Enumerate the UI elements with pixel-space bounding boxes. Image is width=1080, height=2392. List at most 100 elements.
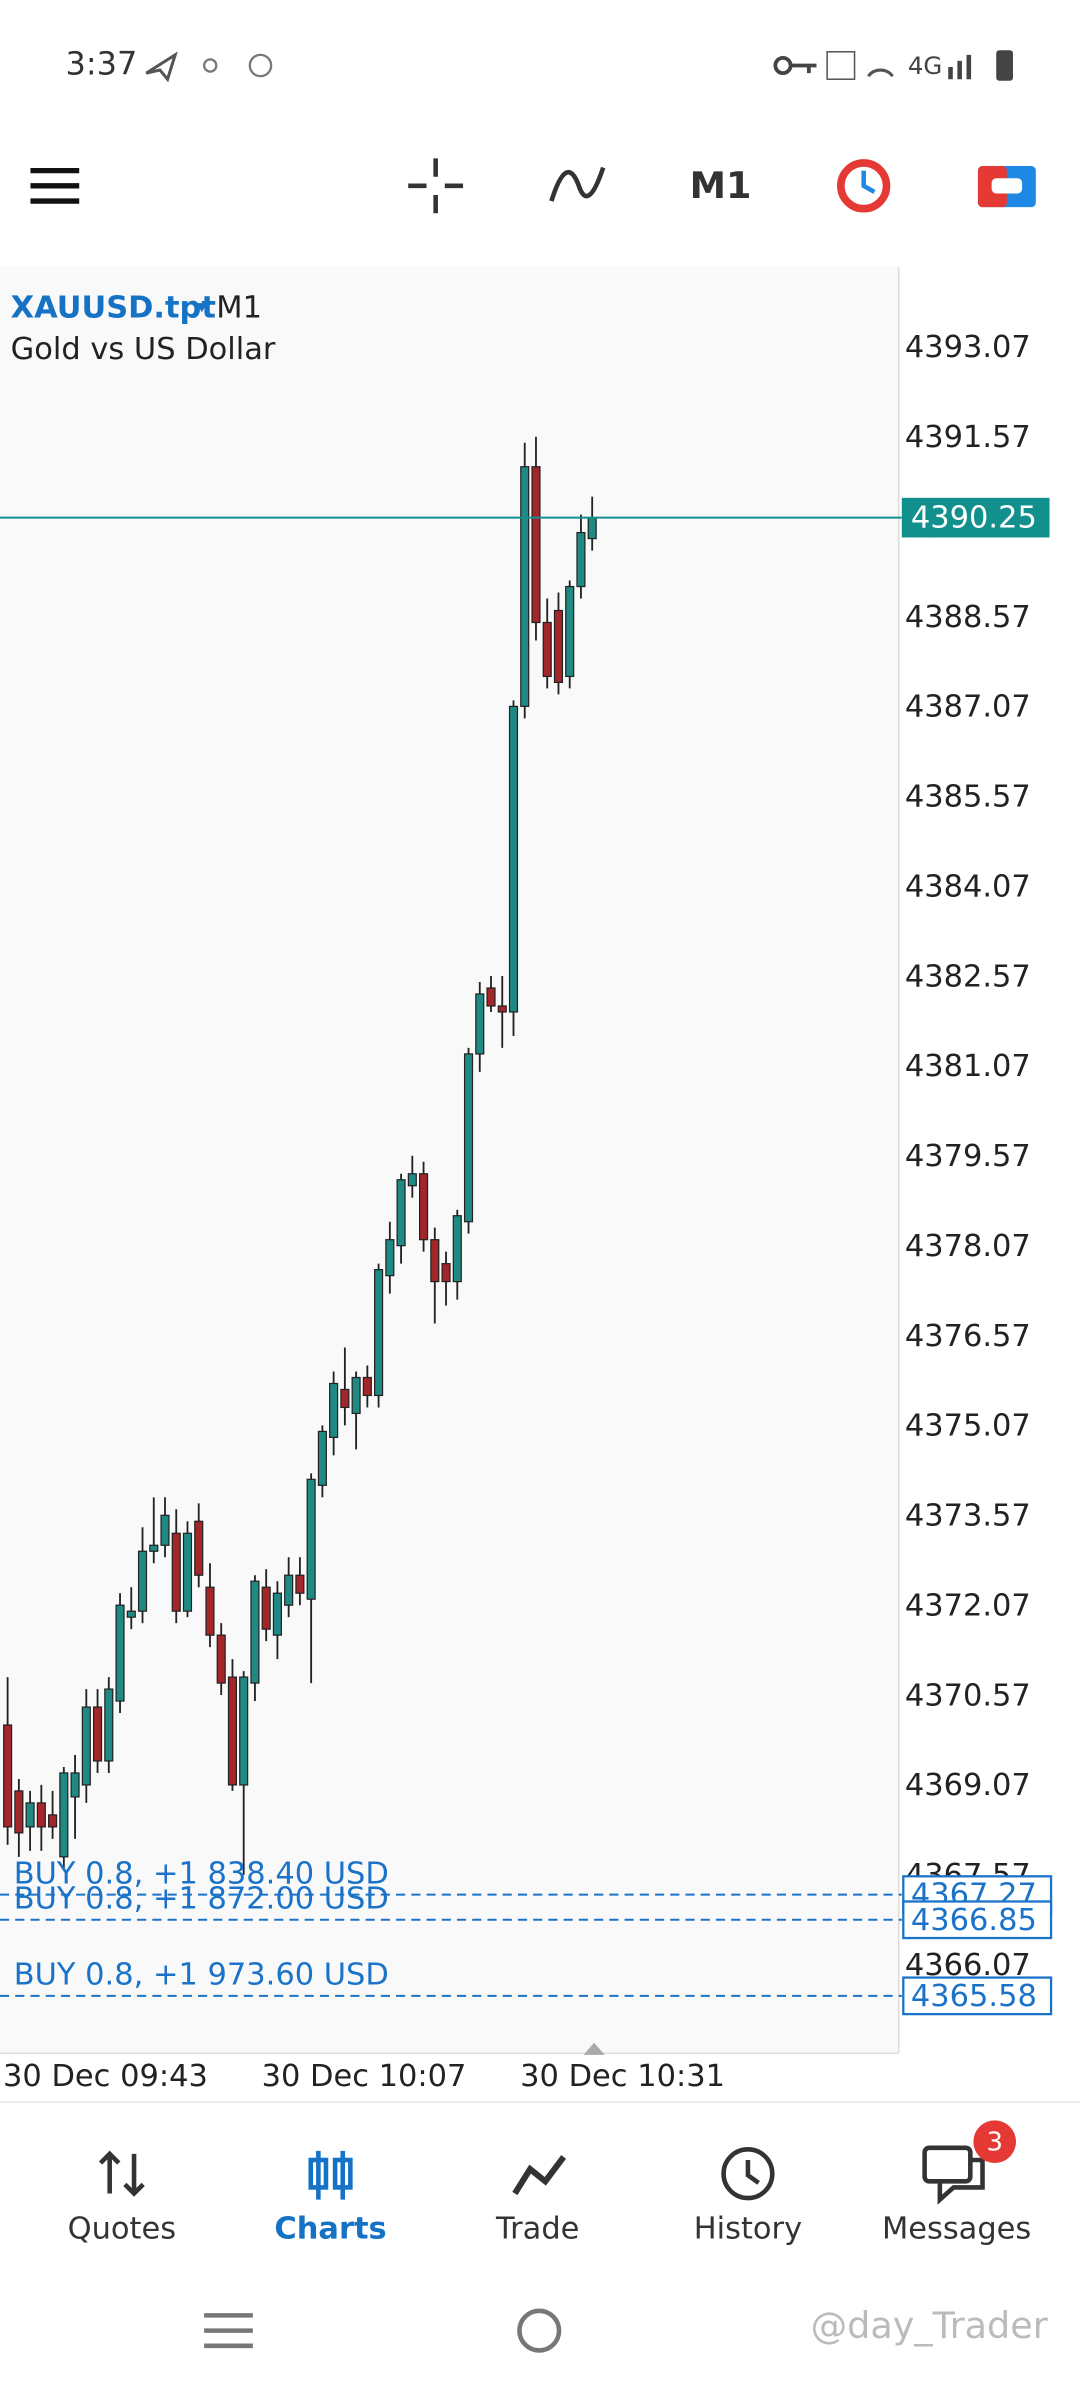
y-tick-label: 4372.07 bbox=[905, 1588, 1031, 1623]
candle-body bbox=[227, 1676, 238, 1786]
crosshair-button[interactable] bbox=[408, 158, 464, 214]
quotes-icon bbox=[98, 2150, 145, 2197]
candle-body bbox=[160, 1514, 170, 1546]
status-time: 3:37 bbox=[66, 45, 138, 83]
x-tick-label: 30 Dec 10:31 bbox=[520, 2059, 725, 2094]
candle-body bbox=[284, 1574, 294, 1606]
nav-label[interactable]: Charts bbox=[274, 2212, 386, 2247]
recents-button[interactable] bbox=[204, 2313, 253, 2349]
candle-body bbox=[565, 585, 575, 678]
candle-body bbox=[463, 1053, 474, 1223]
candle-body bbox=[407, 1173, 417, 1187]
watermark: @day_Trader bbox=[811, 2304, 1049, 2347]
candle-body bbox=[36, 1802, 46, 1828]
atom-icon bbox=[248, 53, 273, 78]
menu-button[interactable] bbox=[30, 167, 80, 204]
candle-body bbox=[92, 1706, 103, 1762]
order-label: BUY 0.8, +1 838.40 USD bbox=[14, 1856, 389, 1891]
indicators-button[interactable] bbox=[549, 166, 606, 202]
price-tag bbox=[901, 497, 1050, 538]
y-tick-label: 4385.57 bbox=[905, 780, 1031, 815]
badge bbox=[973, 2120, 1017, 2164]
candle-body bbox=[340, 1388, 350, 1409]
y-tick-label: 4381.07 bbox=[905, 1049, 1031, 1084]
candle-body bbox=[48, 1814, 58, 1828]
candle-body bbox=[104, 1688, 114, 1762]
candle-body bbox=[239, 1676, 249, 1786]
plot-area bbox=[0, 266, 899, 2054]
candle-body bbox=[553, 609, 564, 684]
hotspot-icon bbox=[202, 58, 218, 73]
chart-timeframe: M1 bbox=[216, 291, 262, 326]
candle-body bbox=[430, 1239, 440, 1283]
symbol-dropdown[interactable] bbox=[196, 303, 208, 313]
timeframe-button[interactable]: M1 bbox=[690, 164, 752, 207]
y-tick-label: 4370.57 bbox=[905, 1678, 1031, 1713]
order-price-box bbox=[902, 1900, 1053, 1940]
candle-body bbox=[250, 1580, 260, 1684]
home-button[interactable] bbox=[517, 2308, 562, 2353]
candle-body bbox=[3, 1724, 13, 1828]
candle-body bbox=[70, 1772, 80, 1798]
telegram-icon bbox=[145, 51, 178, 83]
candle-body bbox=[126, 1610, 136, 1618]
bottom-nav bbox=[0, 2102, 1080, 2285]
nav-label[interactable]: Quotes bbox=[68, 2212, 176, 2247]
price-tag-label: 4390.25 bbox=[911, 501, 1037, 536]
candle-body bbox=[295, 1574, 305, 1594]
candle-body bbox=[261, 1586, 271, 1630]
nav-label[interactable]: Messages bbox=[882, 2212, 1031, 2247]
chart-title[interactable]: XAUUSD.tpt bbox=[11, 291, 216, 326]
candle-body bbox=[115, 1604, 125, 1702]
order-price-box bbox=[902, 1976, 1053, 2016]
y-tick-label: 4388.57 bbox=[905, 600, 1031, 635]
order-label: BUY 0.8, +1 973.60 USD bbox=[14, 1958, 389, 1993]
one-click-button[interactable] bbox=[837, 159, 891, 213]
order-price-label: 4366.85 bbox=[911, 1903, 1037, 1938]
top-area bbox=[0, 0, 1080, 267]
history-icon bbox=[721, 2147, 775, 2201]
y-tick-label: 4384.07 bbox=[905, 869, 1031, 904]
y-tick-label: 4378.07 bbox=[905, 1229, 1031, 1264]
order-label: BUY 0.8, +1 872.00 USD bbox=[14, 1881, 389, 1916]
nav-label[interactable]: History bbox=[694, 2212, 802, 2247]
candle-body bbox=[272, 1592, 282, 1636]
candle-body bbox=[452, 1215, 462, 1283]
candle-body bbox=[149, 1544, 159, 1552]
candle-body bbox=[14, 1790, 24, 1834]
candle-body bbox=[520, 466, 530, 707]
x-tick-label: 30 Dec 10:07 bbox=[262, 2059, 467, 2094]
y-tick-label: 4382.57 bbox=[905, 959, 1031, 994]
y-tick-label: 4387.07 bbox=[905, 690, 1031, 725]
y-tick-label: 4373.57 bbox=[905, 1499, 1031, 1534]
marks: 4393.074391.574390.074388.574387.074385.… bbox=[0, 330, 1053, 2094]
candle-body bbox=[396, 1179, 406, 1247]
candle-body bbox=[497, 1005, 507, 1013]
nav-label[interactable]: Trade bbox=[495, 2212, 579, 2247]
candle-body bbox=[329, 1382, 339, 1439]
candle-body bbox=[306, 1478, 316, 1600]
candle-body bbox=[374, 1269, 384, 1397]
y-tick-label: 4379.57 bbox=[905, 1139, 1031, 1174]
chart-subtitle: Gold vs US Dollar bbox=[11, 332, 276, 367]
shift-marker bbox=[583, 2042, 605, 2055]
trade-button[interactable] bbox=[977, 166, 1036, 208]
signal-icon bbox=[867, 68, 894, 78]
candle-body bbox=[216, 1634, 226, 1684]
candle-body bbox=[542, 621, 552, 678]
messages-icon bbox=[922, 2145, 985, 2205]
battery-icon bbox=[996, 50, 1013, 81]
candle-body bbox=[576, 532, 586, 588]
y-tick-label: 4369.07 bbox=[905, 1768, 1031, 1803]
candle-body bbox=[171, 1532, 181, 1612]
candle-body bbox=[475, 993, 485, 1055]
candle-body bbox=[418, 1173, 429, 1241]
candle-body bbox=[508, 705, 519, 1013]
candle-body bbox=[59, 1772, 69, 1858]
volte-icon bbox=[826, 51, 856, 80]
candle-body bbox=[137, 1550, 148, 1612]
candle-body bbox=[531, 466, 541, 624]
y-tick-label: 4375.07 bbox=[905, 1409, 1031, 1444]
